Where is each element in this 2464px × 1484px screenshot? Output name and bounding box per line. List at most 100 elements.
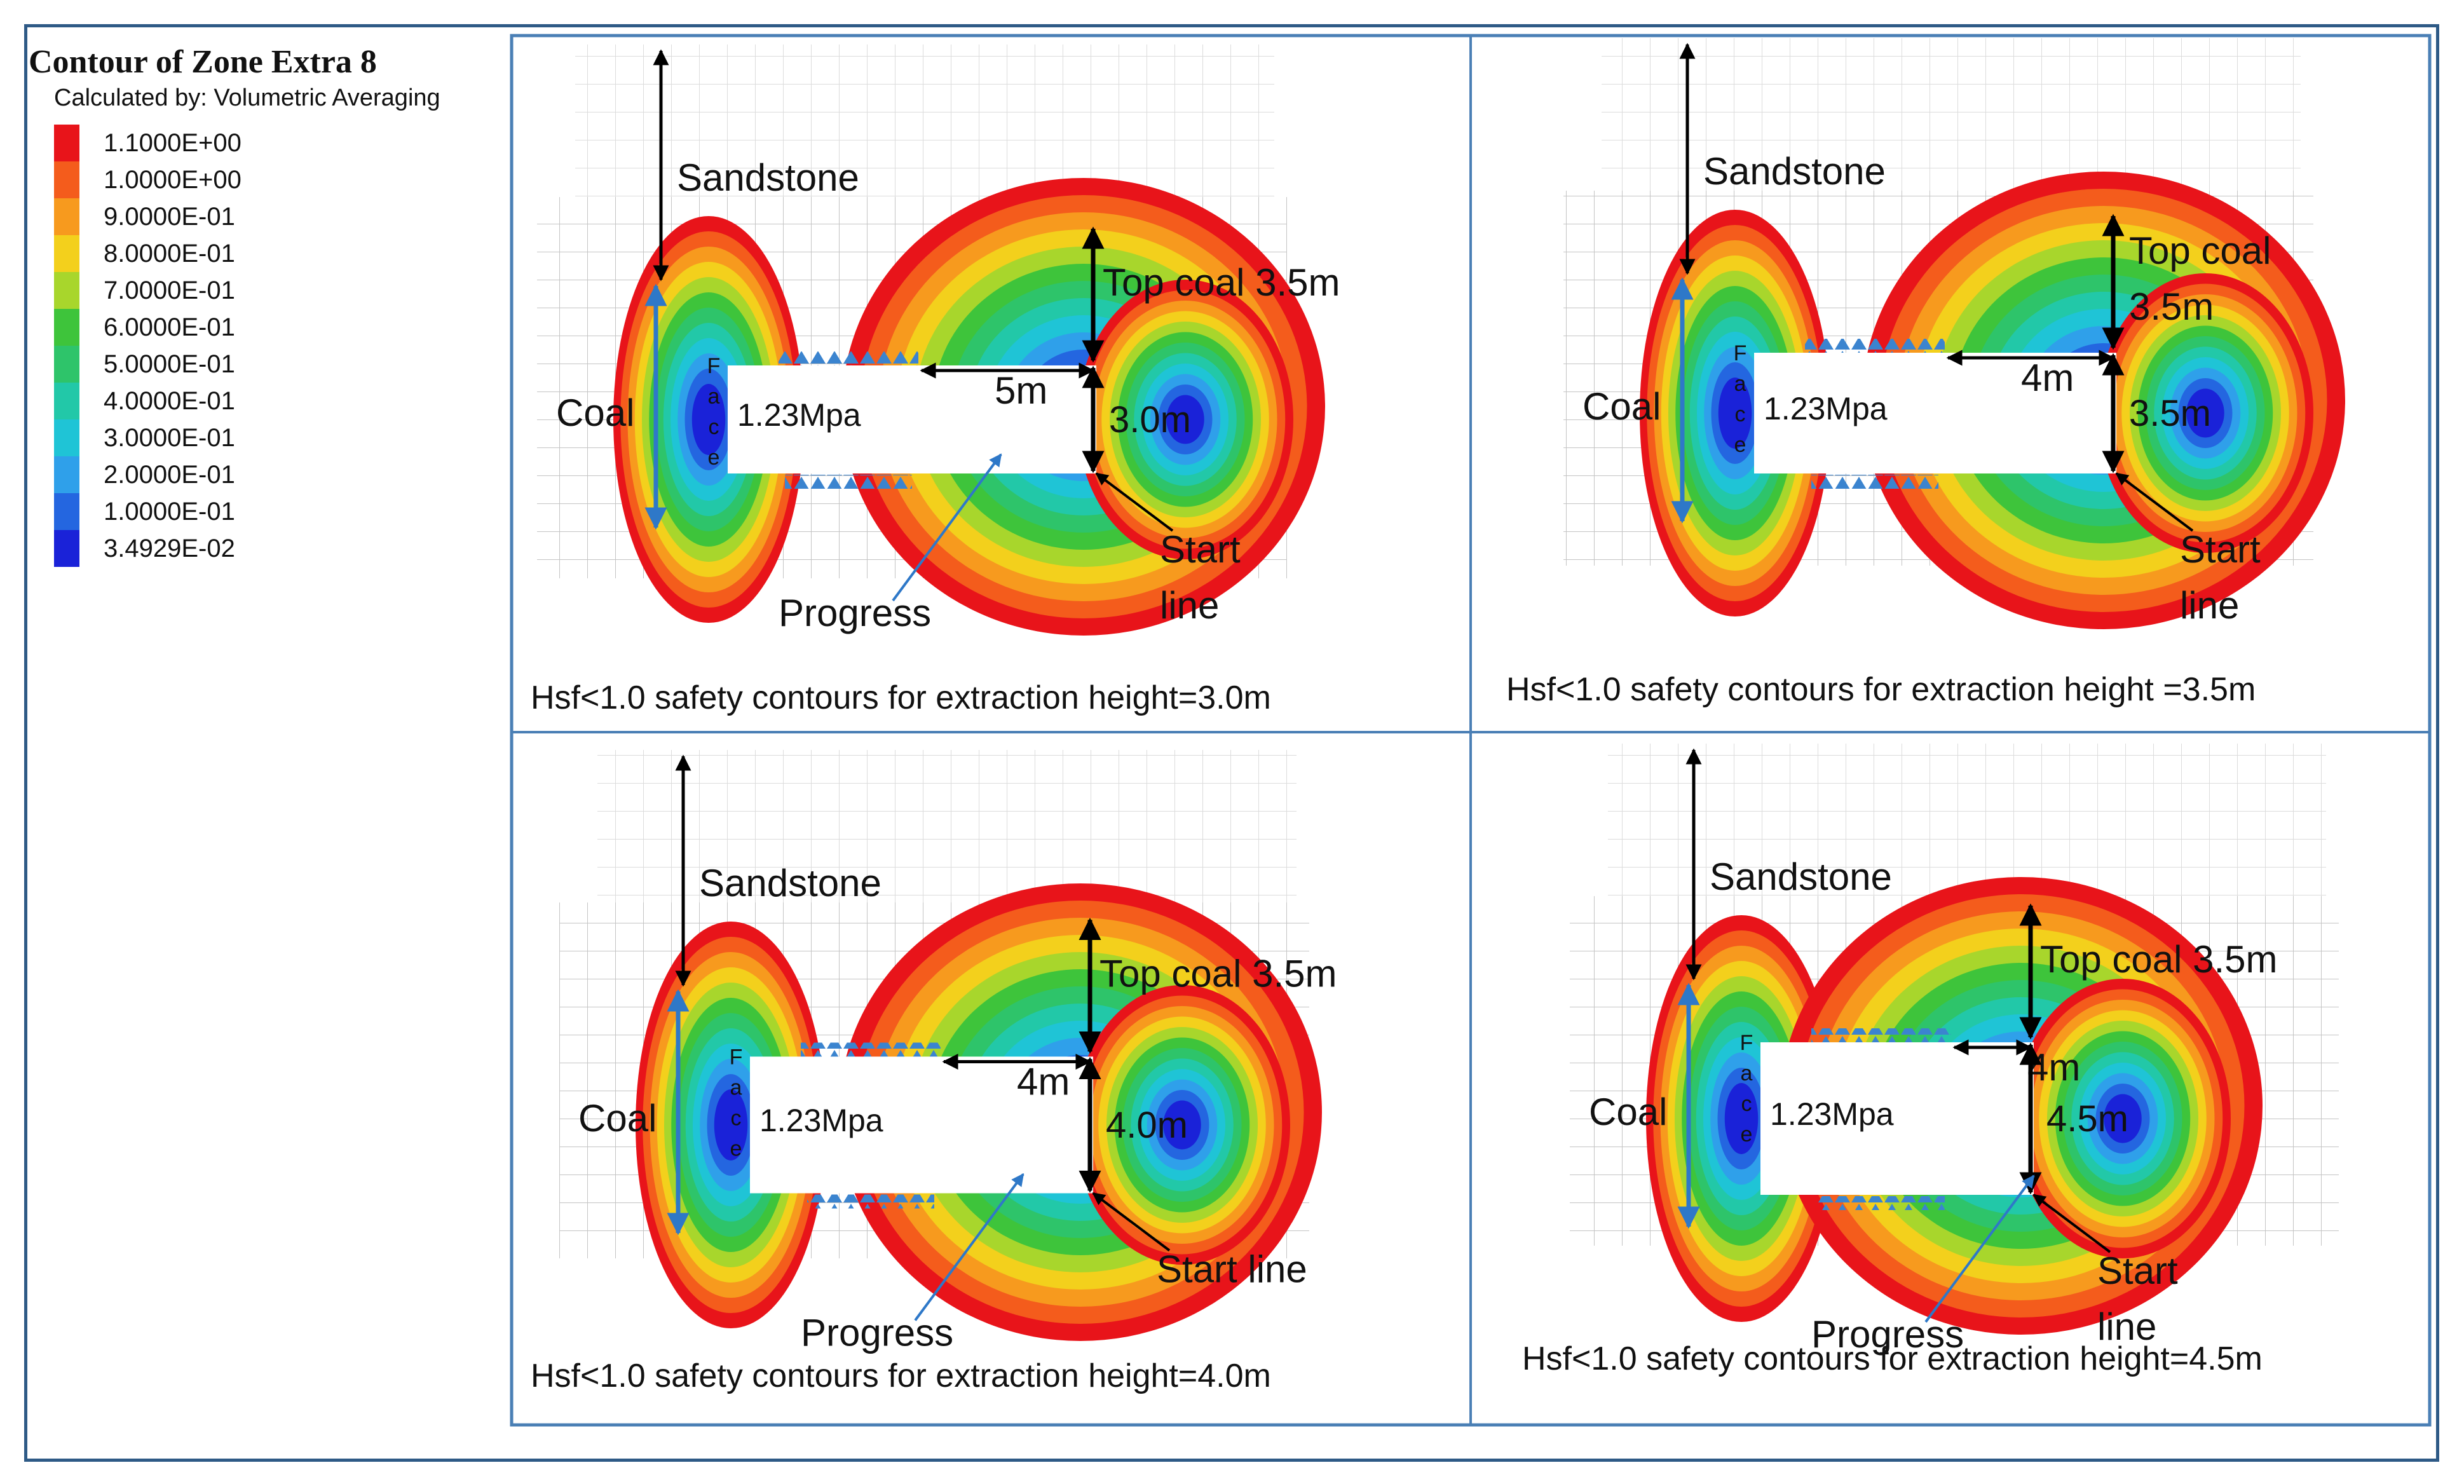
height-label: 4.5m [2046,1098,2128,1140]
start-line-pointer [1095,472,1174,532]
legend-subtitle: Calculated by: Volumetric Averaging [54,85,440,111]
legend-item: 5.0000E-01 [54,346,512,383]
roof-support-icon [1805,339,1945,353]
start-line-label: Start line [1157,1248,1307,1291]
panel-caption: Hsf<1.0 safety contours for extraction h… [1506,671,2256,708]
legend-label: 7.0000E-01 [104,276,235,304]
width-label: 4m [1017,1061,1070,1103]
legend-label: 6.0000E-01 [104,313,235,341]
face-label: c [731,1106,742,1131]
legend-list: 1.1000E+00 1.0000E+00 9.0000E-01 8.0000E… [54,125,512,567]
sandstone-label: Sandstone [1703,150,1886,193]
legend-item: 2.0000E-01 [54,456,512,493]
face-label: e [708,446,720,470]
legend-item: 7.0000E-01 [54,272,512,309]
pressure-label: 1.23Mpa [759,1103,883,1138]
legend-title: Contour of Zone Extra 8 [29,44,377,80]
face-label: a [1741,1061,1753,1086]
figure-frame [24,24,2439,1462]
progress-label: Progress [779,592,931,634]
legend-item: 8.0000E-01 [54,235,512,272]
coal-label: Coal [1583,385,1661,428]
legend-item: 6.0000E-01 [54,309,512,346]
legend-label: 5.0000E-01 [104,350,235,378]
mesh-grid-top [597,750,1297,902]
legend-label: 1.1000E+00 [104,128,242,157]
mesh-grid-top [1602,38,2301,191]
sandstone-label: Sandstone [699,862,881,904]
legend-swatch [54,383,79,419]
face-label: e [1741,1122,1753,1147]
legend-swatch [54,272,79,309]
progress-label: Progress [1811,1313,1964,1356]
legend-label: 1.0000E-01 [104,497,235,526]
legend-label: 8.0000E-01 [104,239,235,268]
rib-contour [2186,388,2224,438]
legend-swatch [54,161,79,198]
floor-support-icon [807,1194,934,1209]
panel-caption: Hsf<1.0 safety contours for extraction h… [1522,1340,2263,1377]
height-label: 4.0m [1106,1105,1188,1146]
top-coal-label: Top coal 3.5m [1103,261,1340,304]
progress-pointer [892,453,1002,602]
coal-label: Coal [556,391,634,434]
legend-item: 3.4929E-02 [54,530,512,567]
legend-item: 4.0000E-01 [54,383,512,419]
face-label: c [1735,402,1746,426]
face-label: e [1734,433,1746,457]
legend-swatch [54,530,79,567]
legend-label: 2.0000E-01 [104,460,235,489]
rib-contour [2104,1094,2142,1143]
coal-label: Coal [578,1097,657,1140]
face-label: F [707,354,721,378]
top-coal-label: Top coal 3.5m [2040,938,2278,981]
legend-swatch [54,309,79,346]
width-label: 4m [2021,357,2074,399]
excavation-opening [728,365,1096,473]
start-line-pointer [1092,1192,1171,1252]
face-label: F [1740,1031,1753,1055]
excavation-opening [1760,1042,2034,1195]
face-label: c [709,415,719,439]
start-line-label: line [1160,584,1219,627]
pressure-label: 1.23Mpa [737,397,861,433]
start-line-label: Start [1160,528,1241,571]
mesh-grid-top [575,44,1274,197]
mesh-grid-top [1608,744,2326,896]
face-contour [714,1089,748,1161]
height-label: 3.5m [2129,393,2211,434]
roof-support-icon [801,1042,941,1057]
face-label: c [1741,1092,1752,1116]
legend-label: 4.0000E-01 [104,386,235,415]
progress-label: Progress [801,1312,953,1354]
face-label: F [1734,341,1747,365]
rib-contour [1166,395,1204,444]
pressure-label: 1.23Mpa [1770,1096,1894,1132]
progress-pointer [914,1173,1024,1321]
top-coal-label: Top coal 3.5m [1099,953,1337,995]
start-line-pointer [2115,472,2194,532]
legend-swatch [54,125,79,161]
pressure-label: 1.23Mpa [1764,391,1888,426]
face-contour [1718,378,1752,449]
face-label: a [708,385,720,409]
legend-label: 9.0000E-01 [104,202,235,231]
legend-label: 3.4929E-02 [104,534,235,562]
panel-caption: Hsf<1.0 safety contours for extraction h… [531,1358,1271,1394]
start-line-pointer [2032,1194,2111,1253]
start-line-label: Start [2097,1249,2178,1292]
legend-label: 3.0000E-01 [104,423,235,452]
face-label: e [730,1137,742,1161]
legend-swatch [54,493,79,530]
legend-swatch [54,198,79,235]
face-label: F [730,1045,743,1070]
legend-item: 3.0000E-01 [54,419,512,456]
roof-support-icon [779,351,918,365]
legend-item: 1.1000E+00 [54,125,512,161]
legend-swatch [54,346,79,383]
